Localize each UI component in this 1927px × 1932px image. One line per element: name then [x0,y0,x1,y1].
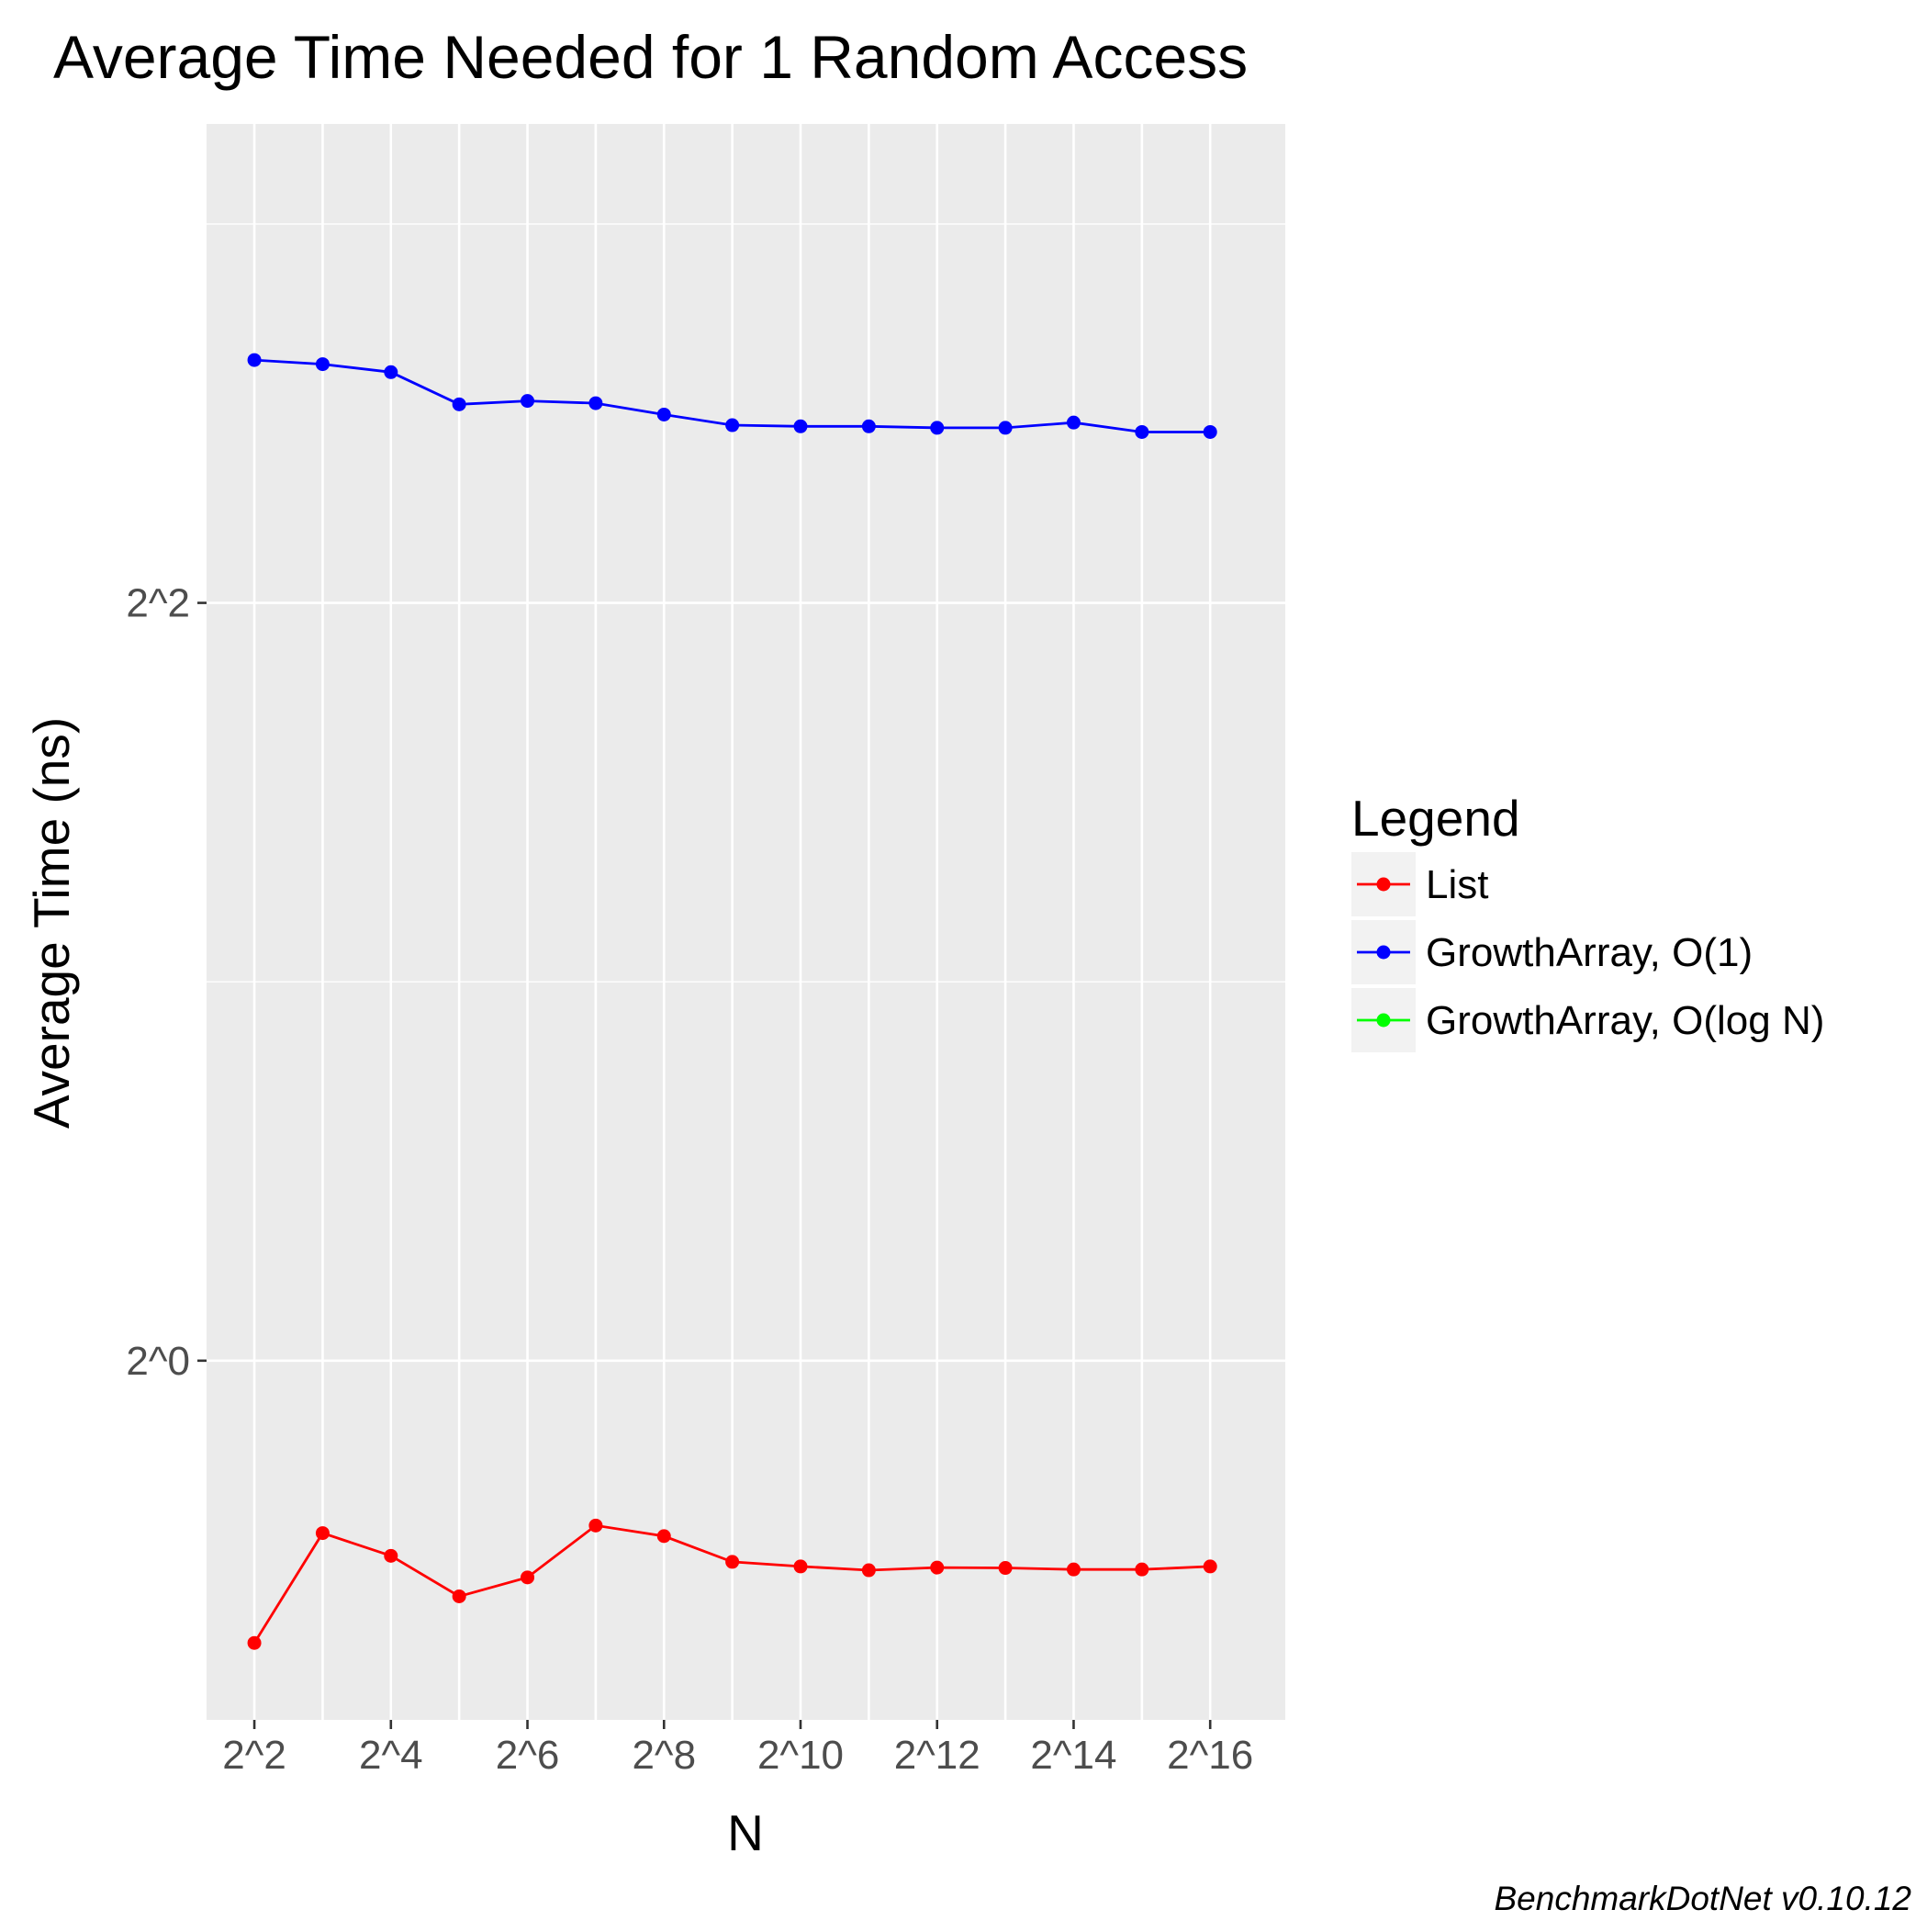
data-point [452,397,466,411]
plot-panel-background [207,124,1285,1720]
data-point [656,1529,671,1544]
data-point [930,1560,945,1575]
x-tick-label: 2^12 [894,1733,980,1778]
data-point [861,419,876,433]
data-point [384,1548,398,1563]
x-tick-label: 2^4 [359,1733,423,1778]
x-tick-label: 2^8 [632,1733,696,1778]
x-axis: 2^2 2^4 2^6 2^8 2^10 2^12 2^14 2^16 [222,1720,1253,1778]
legend-item: GrowthArray, O(log N) [1351,988,1824,1052]
data-point [1135,424,1149,439]
data-point [1203,1559,1217,1574]
data-point [1066,415,1081,430]
data-point [998,421,1013,435]
data-point [793,419,808,433]
legend-item: GrowthArray, O(1) [1351,920,1753,984]
legend-title: Legend [1351,790,1520,847]
data-point [384,365,398,379]
data-point [588,1518,603,1533]
data-point [1066,1562,1081,1577]
legend-key-point [1376,877,1391,892]
legend-label: GrowthArray, O(1) [1426,930,1753,975]
data-point [793,1559,808,1574]
legend-label: List [1426,862,1488,907]
data-point [247,1635,262,1650]
legend: Legend List GrowthArray, O(1) GrowthArray,… [1351,790,1824,1052]
caption: BenchmarkDotNet v0.10.12 [1494,1880,1911,1917]
legend-key-point [1376,1013,1391,1028]
legend-label: GrowthArray, O(log N) [1426,998,1824,1043]
x-tick-label: 2^14 [1030,1733,1116,1778]
data-point [1203,424,1217,439]
chart-title: Average Time Needed for 1 Random Access [53,23,1248,91]
data-point [998,1561,1013,1576]
data-point [930,421,945,435]
data-point [452,1589,466,1603]
data-point [247,353,262,367]
data-point [315,1526,330,1541]
legend-item: List [1351,852,1488,916]
data-point [315,357,330,372]
plot-panel [207,124,1285,1720]
minor-gridlines [207,223,1285,983]
series-layer [247,353,1217,1650]
y-axis-title: Average Time (ns) [23,717,80,1129]
x-tick-label: 2^10 [757,1733,844,1778]
major-gridlines [207,124,1285,1720]
x-tick-label: 2^6 [496,1733,560,1778]
x-tick-label: 2^16 [1167,1733,1253,1778]
data-point [656,407,671,421]
data-point [861,1563,876,1578]
data-point [588,396,603,410]
data-point [521,394,535,409]
y-tick-label: 2^0 [126,1339,190,1384]
series-1 [247,1518,1217,1650]
y-axis: 2^0 2^2 [126,581,207,1384]
series-2 [247,353,1217,439]
data-point [1135,1562,1149,1577]
x-tick-label: 2^2 [222,1733,286,1778]
x-axis-title: N [727,1804,764,1861]
data-point [725,418,740,432]
legend-key-point [1376,945,1391,960]
y-tick-label: 2^2 [126,581,190,626]
data-point [725,1555,740,1569]
data-point [521,1570,535,1585]
